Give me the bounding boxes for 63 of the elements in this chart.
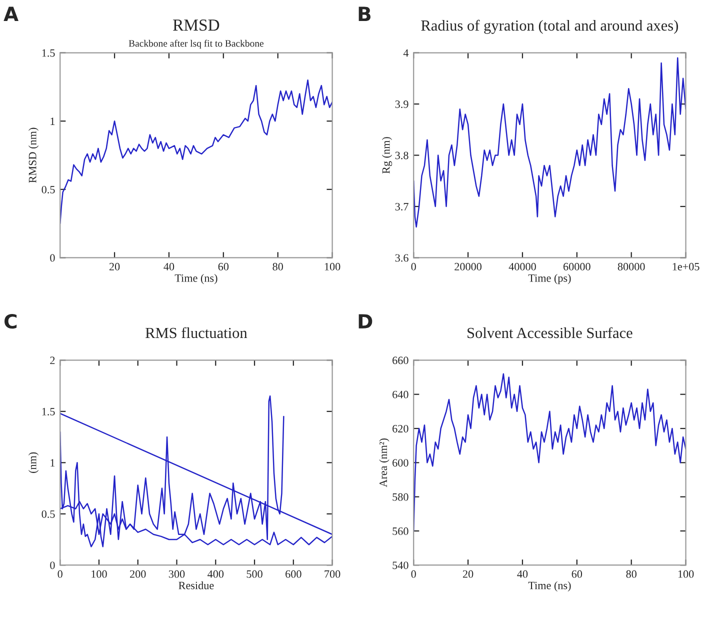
- x-tick-label: 60000: [564, 262, 590, 270]
- y-axis-title: RMSD (nm): [28, 128, 39, 183]
- text: B: [358, 6, 370, 21]
- x-tick-label: 200: [130, 570, 146, 578]
- y-tick-label: 640: [392, 390, 408, 398]
- y-tick-label: 1: [50, 459, 55, 466]
- y-tick-label: 3.7: [395, 202, 408, 210]
- x-tick-label: 80: [272, 262, 283, 270]
- x-axis-title: Residue: [178, 581, 214, 590]
- x-tick-label: 80: [626, 570, 636, 578]
- y-tick-label: 1.5: [42, 408, 55, 416]
- x-tick-label: 100: [92, 570, 107, 578]
- x-tick-label: 600: [286, 570, 302, 578]
- x-tick-label: 0: [411, 262, 416, 270]
- x-tick-label: 40: [164, 262, 174, 270]
- text: D: [358, 314, 372, 328]
- y-tick-label: 0.5: [42, 186, 55, 194]
- y-tick-label: 3.6: [395, 254, 408, 262]
- x-tick-label: 20000: [454, 262, 482, 270]
- y-tick-label: 560: [392, 527, 408, 535]
- x-tick-label: 100: [678, 570, 694, 578]
- y-axis-title: Area (nm²): [379, 438, 390, 488]
- x-tick-label: 20: [462, 570, 474, 578]
- y-tick-label: 1: [50, 118, 55, 125]
- chart-title: Radius of gyration (total and around axes): [421, 20, 678, 34]
- y-tick-label: 620: [392, 424, 408, 432]
- y-tick-label: 0.5: [42, 510, 55, 518]
- y-axis-title: (nm): [28, 452, 39, 473]
- x-tick-label: 500: [246, 570, 262, 578]
- x-tick-label: 60: [218, 262, 229, 270]
- text: C: [4, 314, 17, 329]
- x-tick-label: 80000: [618, 262, 645, 270]
- x-tick-label: 1e+05: [672, 262, 700, 270]
- x-tick-label: 300: [168, 570, 185, 578]
- chart-title: RMS fluctuation: [145, 327, 248, 338]
- chart-subtitle: Backbone after lsq fit to Backbone: [128, 40, 264, 49]
- x-axis-title: Time (ns): [528, 581, 571, 592]
- y-tick-label: 0: [50, 254, 55, 262]
- y-tick-label: 2: [50, 356, 55, 364]
- y-tick-label: 600: [392, 459, 408, 467]
- text: A: [4, 6, 18, 21]
- chart-title: Solvent Accessible Surface: [468, 327, 632, 338]
- x-tick-label: 400: [208, 570, 224, 578]
- y-axis-title: Rg (nm): [382, 137, 392, 174]
- x-tick-label: 20: [109, 262, 120, 270]
- y-tick-label: 3.8: [395, 152, 408, 160]
- x-axis-title: Time (ps): [528, 274, 571, 284]
- x-tick-label: 60: [572, 570, 582, 578]
- y-tick-label: 540: [392, 562, 408, 570]
- y-tick-label: 0: [50, 562, 55, 570]
- y-tick-label: 660: [392, 356, 408, 364]
- x-tick-label: 0: [411, 570, 416, 578]
- x-tick-label: 40000: [508, 262, 536, 270]
- x-axis-title: Time (ns): [174, 274, 218, 284]
- y-tick-label: 1.5: [42, 49, 55, 57]
- x-tick-label: 700: [324, 570, 340, 578]
- y-tick-label: 580: [392, 493, 408, 501]
- chart-title: RMSD: [173, 20, 220, 31]
- y-tick-label: 4: [403, 49, 409, 57]
- x-tick-label: 40: [517, 570, 528, 578]
- x-tick-label: 0: [58, 570, 62, 578]
- x-tick-label: 100: [324, 262, 340, 270]
- y-tick-label: 3.9: [395, 100, 408, 108]
